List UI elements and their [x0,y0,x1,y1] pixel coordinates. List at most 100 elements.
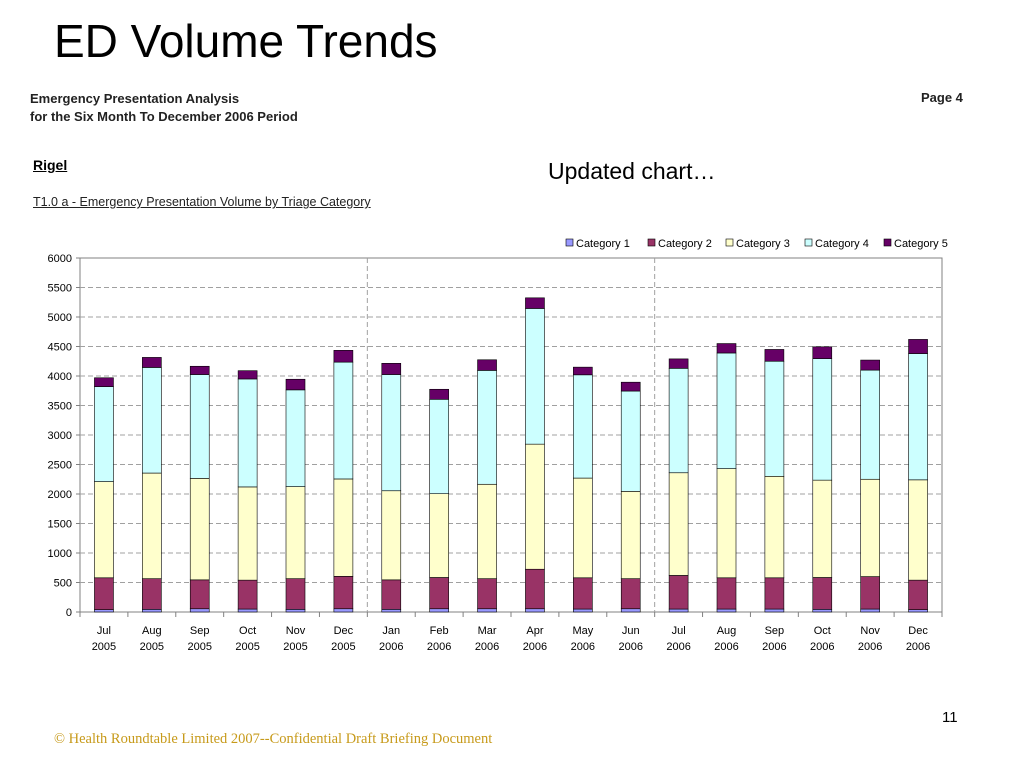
bar-segment-category-1 [620,608,641,613]
y-tick-label: 4000 [48,371,72,383]
x-tick-label-month: May [572,625,593,637]
bar-segment-category-4 [716,352,737,469]
bar-segment-category-4 [189,374,210,479]
bar-segment-category-2 [189,579,210,610]
chart-subtitle: T1.0 a - Emergency Presentation Volume b… [33,195,371,209]
bar-segment-category-1 [189,608,210,613]
y-tick-label: 2000 [48,489,72,501]
plot-area [79,257,943,613]
bar-segment-category-2 [908,579,928,610]
x-tick-label-year: 2005 [235,641,259,653]
x-tick-label-month: Nov [286,625,306,637]
y-tick-label: 6000 [48,253,72,265]
bar-segment-category-4 [573,374,593,479]
bar-segment-category-4 [429,399,449,495]
legend-swatch [647,238,656,247]
bar-segment-category-2 [237,579,258,610]
bar-segment-category-3 [285,486,306,579]
bar-segment-category-4 [908,353,928,481]
legend-swatch [804,238,813,247]
bar-segment-category-5 [716,343,737,354]
bar-segment-category-2 [333,576,354,610]
y-tick-label: 1500 [48,519,72,531]
bar-segment-category-5 [908,339,928,354]
bar-segment-category-3 [620,491,641,579]
report-header: Emergency Presentation Analysis for the … [30,90,298,126]
bar-segment-category-3 [429,493,449,578]
bar-segment-category-2 [477,578,497,610]
x-tick-label-year: 2005 [140,641,164,653]
bar-segment-category-1 [668,608,689,613]
legend-swatch [565,238,574,247]
bar-segment-category-5 [525,297,545,309]
y-tick-label: 500 [54,578,72,590]
bar-segment-category-3 [477,483,497,579]
bar-segment-category-1 [525,608,545,613]
bar-segment-category-4 [668,368,689,474]
bar-segment-category-3 [668,472,689,576]
x-tick-label-month: Aug [717,625,737,637]
legend-label: Category 1 [576,238,630,250]
bar-segment-category-2 [142,578,162,610]
x-tick-label-year: 2006 [523,641,547,653]
bar-segment-category-5 [237,370,258,380]
x-tick-label-month: Dec [908,625,928,637]
y-tick-label: 4500 [48,342,72,354]
bar-segment-category-3 [94,481,114,579]
bar-segment-category-2 [94,577,114,610]
bar-segment-category-2 [620,578,641,610]
section-heading: Rigel [33,157,68,173]
bar-segment-category-1 [908,609,928,613]
bar-segment-category-2 [860,576,880,610]
bar-segment-category-1 [860,608,880,613]
x-tick-label-year: 2005 [92,641,116,653]
bar-segment-category-1 [716,608,737,613]
bar-segment-category-1 [477,608,497,613]
bar-segment-category-3 [381,490,402,581]
bar-segment-category-4 [620,390,641,492]
x-tick-label-year: 2005 [283,641,307,653]
bar-segment-category-1 [333,608,354,613]
bar-segment-category-2 [716,577,737,610]
x-tick-label-year: 2006 [475,641,499,653]
bar-segment-category-3 [573,477,593,579]
bar-segment-category-1 [764,608,785,613]
x-tick-label-year: 2006 [810,641,834,653]
y-tick-label: 3500 [48,401,72,413]
y-tick-label: 5000 [48,312,72,324]
bar-segment-category-5 [381,363,402,375]
x-tick-label-month: Sep [190,625,210,637]
bar-segment-category-5 [285,378,306,391]
x-tick-label-year: 2006 [858,641,882,653]
bar-segment-category-1 [142,609,162,613]
x-tick-label-month: Apr [526,625,543,637]
bar-segment-category-4 [477,370,497,485]
bar-segment-category-4 [237,378,258,488]
footer-copyright: © Health Roundtable Limited 2007--Confid… [54,731,493,747]
bar-segment-category-5 [477,359,497,371]
x-tick-label-month: Jul [97,625,111,637]
bar-segment-category-3 [142,472,162,579]
bar-segment-category-3 [189,478,210,581]
y-tick-label: 1000 [48,548,72,560]
y-tick-label: 5500 [48,283,72,295]
bar-segment-category-1 [285,609,306,613]
legend-label: Category 5 [894,238,948,250]
bar-segment-category-2 [525,568,545,610]
bar-segment-category-3 [908,479,928,581]
bar-segment-category-4 [285,389,306,487]
legend-label: Category 3 [736,238,790,250]
bar-segment-category-3 [860,478,880,577]
x-tick-label-month: Mar [478,625,497,637]
x-tick-label-year: 2006 [427,641,451,653]
bar-segment-category-5 [860,359,880,371]
y-tick-label: 2500 [48,460,72,472]
bar-segment-category-4 [525,308,545,445]
slide-title: ED Volume Trends [54,15,438,67]
x-tick-label-year: 2006 [762,641,786,653]
bar-segment-category-3 [716,468,737,579]
bar-segment-category-4 [94,386,114,482]
bar-segment-category-4 [381,374,402,492]
bar-segment-category-3 [812,479,833,578]
bar-segment-category-4 [142,367,162,474]
